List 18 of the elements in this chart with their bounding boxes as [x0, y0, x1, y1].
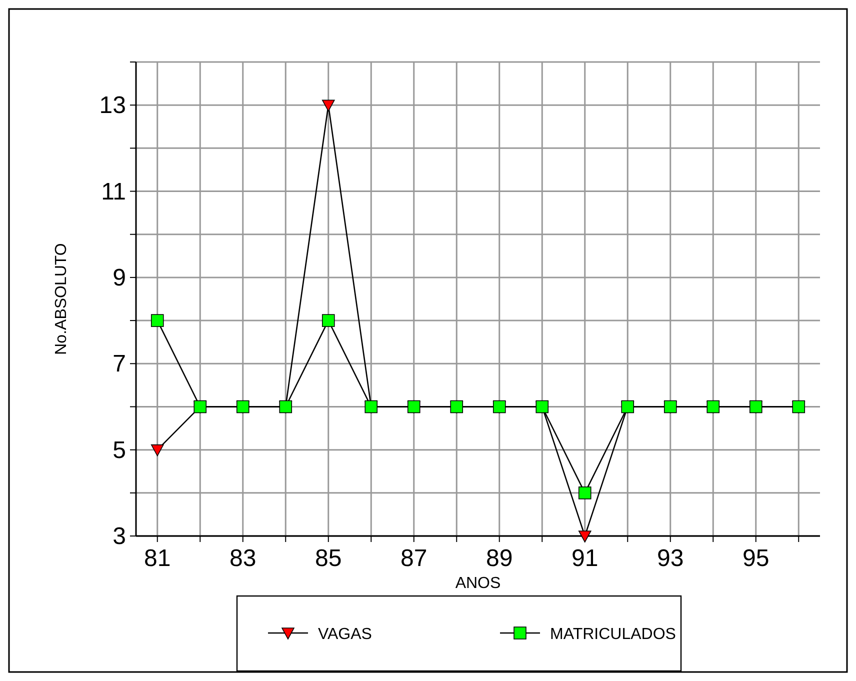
- x-tick-label: 95: [742, 545, 770, 572]
- y-axis-title: No.ABSOLUTO: [53, 243, 70, 355]
- y-tick-label: 11: [101, 178, 126, 206]
- x-axis-title: ANOS: [455, 575, 501, 592]
- legend-label: VAGAS: [318, 626, 372, 643]
- y-tick-label: 13: [99, 92, 126, 120]
- y-tick-label: 9: [112, 264, 126, 292]
- legend-label: MATRICULADOS: [550, 626, 676, 643]
- x-tick-label: 91: [572, 545, 598, 572]
- y-tick-label: 7: [112, 350, 126, 378]
- y-tick-label: 5: [112, 436, 126, 464]
- x-tick-label: 81: [144, 545, 171, 572]
- x-tick-label: 89: [486, 545, 513, 572]
- x-tick-label: 93: [657, 545, 684, 572]
- y-tick-label: 3: [112, 523, 126, 550]
- x-tick-label: 87: [400, 545, 428, 572]
- x-tick-label: 83: [230, 545, 256, 572]
- x-tick-label: 85: [315, 545, 342, 572]
